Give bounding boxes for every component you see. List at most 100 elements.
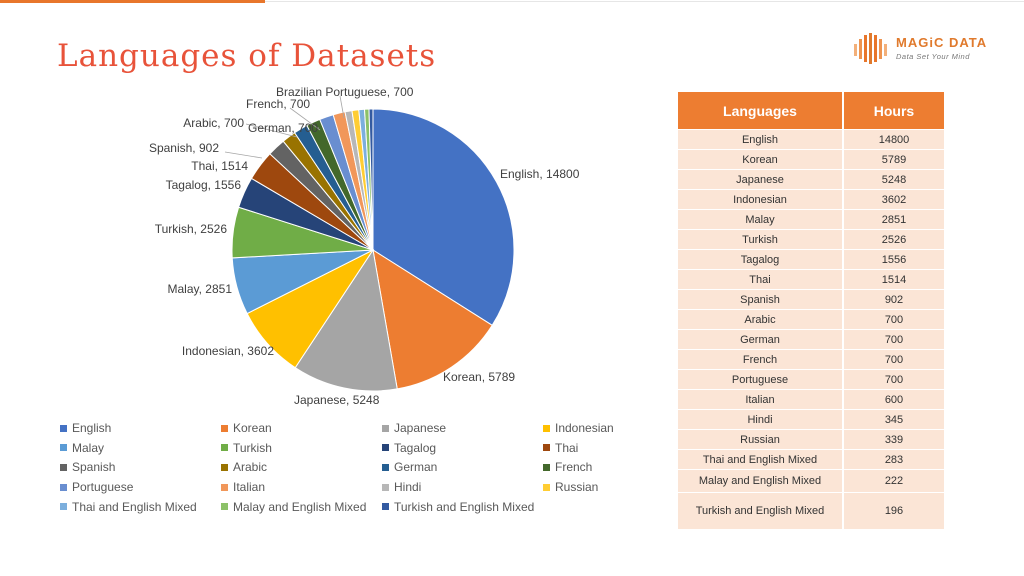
pie-slice (372, 248, 493, 390)
legend-item: Russian (543, 480, 680, 495)
label-leader-line (245, 123, 298, 138)
table-row: Tagalog 1556 (678, 249, 944, 269)
legend-swatch (543, 424, 550, 432)
legend-item: Spanish (60, 460, 221, 475)
table-cell-language: Portuguese (678, 370, 844, 389)
table-cell-language: Malay and English Mixed (678, 470, 844, 492)
pie-slice (368, 108, 374, 251)
table-body: English 14800 Korean 5789 Japanese 5248 Indone… (678, 129, 944, 529)
table-cell-language: German (678, 330, 844, 349)
table-row: Korean 5789 (678, 149, 944, 169)
table-cell-hours: 700 (844, 330, 944, 349)
legend-swatch (543, 463, 550, 471)
legend-swatch (221, 483, 228, 491)
legend-label: Arabic (233, 460, 268, 475)
legend-label: Indonesian (555, 421, 614, 436)
top-accent-bar (0, 0, 265, 3)
page-title: Languages of Datasets (57, 38, 437, 74)
pie-data-label: Spanish, 902 (149, 141, 219, 155)
column-header-languages: Languages (678, 92, 844, 129)
legend-label: Italian (233, 480, 266, 495)
legend-swatch (221, 424, 228, 432)
legend-swatch (382, 483, 389, 491)
legend-item: Malay and English Mixed (221, 499, 382, 514)
pie-data-label: Malay, 2851 (168, 282, 233, 296)
table-cell-hours: 339 (844, 430, 944, 449)
legend-item: Tagalog (382, 441, 543, 456)
pie-data-label: German, 700 (248, 121, 318, 135)
legend-label: Tagalog (394, 440, 437, 455)
legend-swatch (382, 463, 389, 471)
legend-swatch (543, 483, 550, 491)
legend-item: Indonesian (543, 421, 680, 436)
legend-label: Korean (233, 421, 272, 436)
top-divider (265, 1, 1024, 2)
chart-legend: English Korean Japanese Indonesian Malay Turk… (60, 421, 680, 514)
label-leader-line (339, 95, 345, 119)
legend-item: Korean (221, 421, 382, 436)
table-cell-language: Russian (678, 430, 844, 449)
legend-label: Portuguese (72, 480, 134, 495)
legend-item: Arabic (221, 460, 382, 475)
table-row: German 700 (678, 329, 944, 349)
table-cell-hours: 600 (844, 390, 944, 409)
legend-item: Hindi (382, 480, 543, 495)
legend-item: English (60, 421, 221, 436)
table-cell-language: Tagalog (678, 250, 844, 269)
table-cell-language: Japanese (678, 170, 844, 189)
hours-table: Languages Hours English 14800 Korean 5789 Ja… (678, 92, 944, 529)
pie-data-label: Tagalog, 1556 (166, 178, 242, 192)
table-cell-hours: 345 (844, 410, 944, 429)
table-cell-hours: 1556 (844, 250, 944, 269)
legend-swatch (221, 444, 228, 452)
legend-swatch (382, 424, 389, 432)
table-row: Russian 339 (678, 429, 944, 449)
pie-data-label: Turkish, 2526 (155, 222, 228, 236)
legend-swatch (60, 503, 67, 511)
pie-data-label: English, 14800 (500, 167, 580, 181)
table-row: Turkish and English Mixed 196 (678, 492, 944, 529)
table-row: French 700 (678, 349, 944, 369)
table-cell-language: Turkish (678, 230, 844, 249)
legend-item: Italian (221, 480, 382, 495)
table-cell-language: Turkish and English Mixed (678, 493, 844, 529)
table-row: Thai 1514 (678, 269, 944, 289)
legend-label: Turkish (233, 440, 272, 455)
table-cell-hours: 5248 (844, 170, 944, 189)
legend-swatch (543, 444, 550, 452)
pie-data-label: Thai, 1514 (191, 159, 248, 173)
legend-swatch (60, 483, 67, 491)
legend-label: English (72, 421, 112, 436)
logo-mark-icon (854, 33, 887, 64)
legend-swatch (60, 463, 67, 471)
legend-item: Portuguese (60, 480, 221, 495)
legend-label: Malay and English Mixed (233, 499, 367, 514)
table-cell-language: Spanish (678, 290, 844, 309)
legend-swatch (221, 503, 228, 511)
table-cell-hours: 14800 (844, 130, 944, 149)
label-leader-line (224, 151, 263, 159)
table-row: Malay 2851 (678, 209, 944, 229)
table-row: Malay and English Mixed 222 (678, 469, 944, 492)
table-cell-hours: 1514 (844, 270, 944, 289)
pie-slice (294, 248, 398, 392)
table-cell-language: English (678, 130, 844, 149)
table-cell-hours: 2851 (844, 210, 944, 229)
brand-logo: MAGiC DATA Data Set Your Mind (852, 32, 1002, 66)
pie-slice (372, 108, 515, 326)
table-row: Arabic 700 (678, 309, 944, 329)
table-cell-hours: 700 (844, 350, 944, 369)
legend-label: Turkish and English Mixed (394, 499, 535, 514)
table-row: Thai and English Mixed 283 (678, 449, 944, 469)
table-cell-language: Hindi (678, 410, 844, 429)
table-row: Turkish 2526 (678, 229, 944, 249)
legend-item: Thai and English Mixed (60, 499, 221, 514)
legend-label: Thai (555, 440, 579, 455)
legend-item: French (543, 460, 680, 475)
table-cell-language: Thai (678, 270, 844, 289)
logo-tagline: Data Set Your Mind (896, 52, 970, 61)
table-cell-hours: 3602 (844, 190, 944, 209)
legend-label: Spanish (72, 460, 116, 475)
table-cell-language: Malay (678, 210, 844, 229)
